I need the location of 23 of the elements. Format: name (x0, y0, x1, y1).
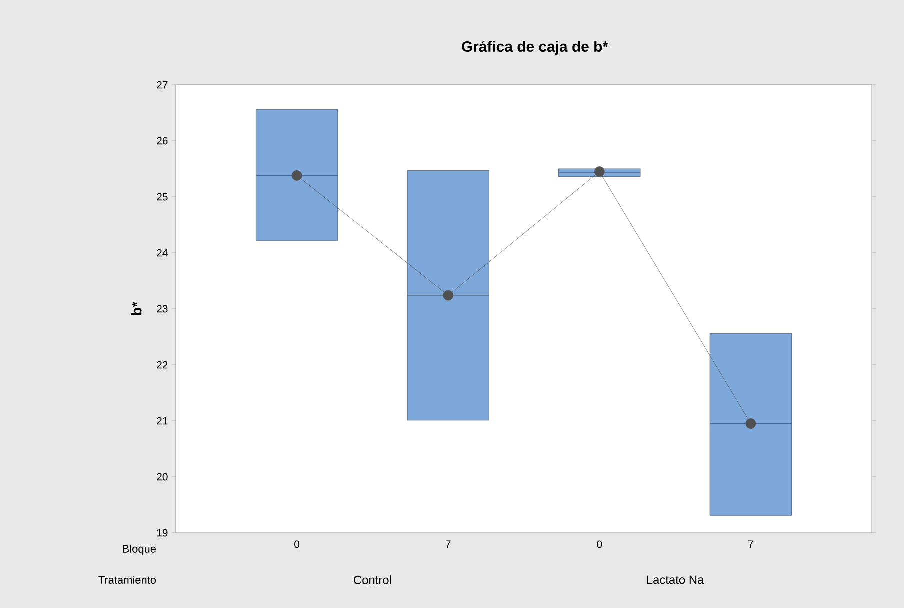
text: Lactato Na (647, 576, 704, 584)
y-tick-label: 26 (157, 137, 168, 145)
y-tick-label: 27 (157, 81, 168, 89)
point (594, 166, 605, 177)
y-tick-label: 20 (157, 473, 168, 481)
point (746, 418, 756, 429)
text: Bloque (123, 544, 156, 556)
x-tick-label: 0 (294, 540, 300, 548)
text: Tratamiento (98, 576, 156, 584)
y-tick-label: 23 (157, 305, 168, 313)
point (292, 170, 302, 181)
y-tick-label: 25 (157, 193, 168, 201)
y-tick-label: 24 (157, 249, 168, 257)
y-tick-label: 19 (157, 529, 168, 537)
x-tick-label: 7 (446, 540, 451, 548)
y-tick-label: 22 (157, 361, 168, 369)
x-tick-label: 0 (597, 540, 602, 548)
y-axis-title: b* (132, 302, 142, 316)
y-tick-label: 21 (157, 417, 168, 425)
point (443, 290, 454, 301)
x-tick-label: 7 (748, 540, 754, 548)
chart-title: Gráfica de caja de b* (462, 40, 608, 56)
text: Control (354, 576, 392, 584)
